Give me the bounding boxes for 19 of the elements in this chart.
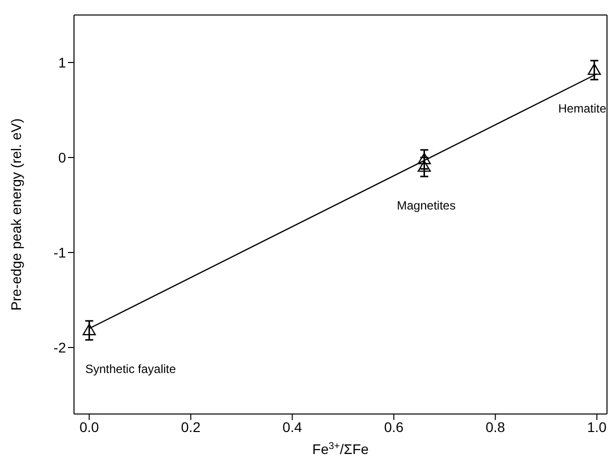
x-tick-label: 0.4 xyxy=(282,418,302,435)
y-tick-label: -2 xyxy=(54,339,66,356)
x-tick-label: 0.6 xyxy=(384,418,404,435)
x-tick-label: 0.8 xyxy=(486,418,506,435)
point xyxy=(418,160,431,172)
x-tick-label: 1.0 xyxy=(587,418,607,435)
x-tick-label: 0.2 xyxy=(181,418,201,435)
annotation: Synthetic fayalite xyxy=(85,362,176,376)
annotation: Magnetites xyxy=(396,198,456,213)
point xyxy=(418,152,431,164)
y-tick-label: 0 xyxy=(58,149,66,166)
point xyxy=(82,324,96,336)
x-tick-label: 0.0 xyxy=(79,418,100,435)
y-tick-label: 1 xyxy=(58,54,66,70)
y-tick-label: -1 xyxy=(54,244,66,260)
x-axis-title: Fe$^{3+}$/ΣFe xyxy=(312,440,369,457)
annotation: Hematite xyxy=(558,102,607,116)
y-axis-title: Pre-edge peak energy (rel. eV) xyxy=(8,118,24,311)
point xyxy=(588,63,601,75)
